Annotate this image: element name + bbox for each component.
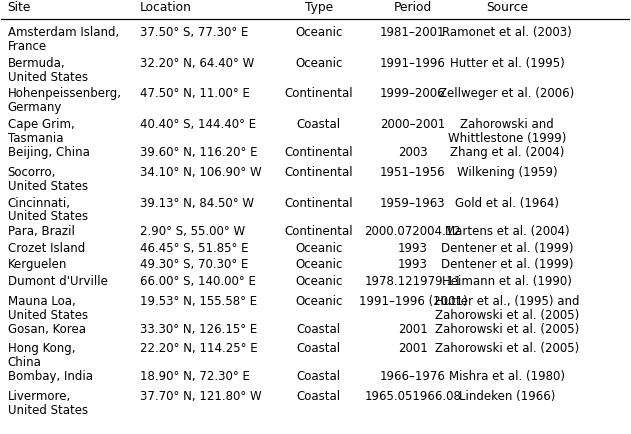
Text: Oceanic: Oceanic	[295, 56, 343, 69]
Text: United States: United States	[8, 309, 88, 322]
Text: United States: United States	[8, 210, 88, 224]
Text: Coastal: Coastal	[297, 342, 341, 355]
Text: Crozet Island: Crozet Island	[8, 242, 85, 255]
Text: United States: United States	[8, 180, 88, 193]
Text: Livermore,: Livermore,	[8, 390, 71, 403]
Text: Hutter et al., (1995) and: Hutter et al., (1995) and	[435, 295, 579, 308]
Text: Hong Kong,: Hong Kong,	[8, 342, 75, 355]
Text: Zahorowski and: Zahorowski and	[460, 118, 554, 131]
Text: Gold et al. (1964): Gold et al. (1964)	[455, 197, 559, 210]
Text: Oceanic: Oceanic	[295, 275, 343, 288]
Text: 1966–1976: 1966–1976	[380, 371, 446, 384]
Text: Zhang et al. (2004): Zhang et al. (2004)	[450, 146, 564, 159]
Text: Hohenpeissenberg,: Hohenpeissenberg,	[8, 87, 122, 100]
Text: Hutter et al. (1995): Hutter et al. (1995)	[450, 56, 565, 69]
Text: Mauna Loa,: Mauna Loa,	[8, 295, 76, 308]
Text: 1981–2001: 1981–2001	[380, 26, 445, 39]
Text: 37.50° S, 77.30° E: 37.50° S, 77.30° E	[139, 26, 248, 39]
Text: Continental: Continental	[285, 225, 353, 238]
Text: 32.20° N, 64.40° W: 32.20° N, 64.40° W	[139, 56, 254, 69]
Text: 2003: 2003	[398, 146, 428, 159]
Text: Para, Brazil: Para, Brazil	[8, 225, 74, 238]
Text: 19.53° N, 155.58° E: 19.53° N, 155.58° E	[139, 295, 257, 308]
Text: Bermuda,: Bermuda,	[8, 56, 65, 69]
Text: Bombay, India: Bombay, India	[8, 371, 93, 384]
Text: Zahorowski et al. (2005): Zahorowski et al. (2005)	[435, 323, 579, 336]
Text: 37.70° N, 121.80° W: 37.70° N, 121.80° W	[139, 390, 261, 403]
Text: 39.60° N, 116.20° E: 39.60° N, 116.20° E	[139, 146, 257, 159]
Text: Zellweger et al. (2006): Zellweger et al. (2006)	[439, 87, 575, 100]
Text: 1991–1996 (2001): 1991–1996 (2001)	[358, 295, 467, 308]
Text: Beijing, China: Beijing, China	[8, 146, 90, 159]
Text: Mishra et al. (1980): Mishra et al. (1980)	[449, 371, 565, 384]
Text: 1959–1963: 1959–1963	[380, 197, 445, 210]
Text: Coastal: Coastal	[297, 371, 341, 384]
Text: 1991–1996: 1991–1996	[380, 56, 446, 69]
Text: 1965.051966.08: 1965.051966.08	[365, 390, 461, 403]
Text: Zahorowski et al. (2005): Zahorowski et al. (2005)	[435, 309, 579, 322]
Text: Whittlestone (1999): Whittlestone (1999)	[448, 132, 566, 145]
Text: Location: Location	[139, 0, 191, 13]
Text: 66.00° S, 140.00° E: 66.00° S, 140.00° E	[139, 275, 256, 288]
Text: Heimann et al. (1990): Heimann et al. (1990)	[442, 275, 572, 288]
Text: 33.30° N, 126.15° E: 33.30° N, 126.15° E	[139, 323, 257, 336]
Text: 1993: 1993	[398, 242, 428, 255]
Text: Oceanic: Oceanic	[295, 258, 343, 271]
Text: Amsterdam Island,: Amsterdam Island,	[8, 26, 119, 39]
Text: United States: United States	[8, 71, 88, 84]
Text: 2001: 2001	[398, 342, 428, 355]
Text: Coastal: Coastal	[297, 323, 341, 336]
Text: France: France	[8, 40, 47, 53]
Text: Continental: Continental	[285, 166, 353, 179]
Text: Continental: Continental	[285, 146, 353, 159]
Text: Coastal: Coastal	[297, 118, 341, 131]
Text: 34.10° N, 106.90° W: 34.10° N, 106.90° W	[139, 166, 261, 179]
Text: 1993: 1993	[398, 258, 428, 271]
Text: Cape Grim,: Cape Grim,	[8, 118, 74, 131]
Text: Dumont d'Urville: Dumont d'Urville	[8, 275, 107, 288]
Text: Tasmania: Tasmania	[8, 132, 63, 145]
Text: 22.20° N, 114.25° E: 22.20° N, 114.25° E	[139, 342, 257, 355]
Text: Gosan, Korea: Gosan, Korea	[8, 323, 86, 336]
Text: 39.13° N, 84.50° W: 39.13° N, 84.50° W	[139, 197, 254, 210]
Text: Martens et al. (2004): Martens et al. (2004)	[445, 225, 569, 238]
Text: 2000.072004.12: 2000.072004.12	[365, 225, 461, 238]
Text: Site: Site	[8, 0, 31, 13]
Text: Cincinnati,: Cincinnati,	[8, 197, 71, 210]
Text: Ramonet et al. (2003): Ramonet et al. (2003)	[442, 26, 572, 39]
Text: 1951–1956: 1951–1956	[380, 166, 445, 179]
Text: 2001: 2001	[398, 323, 428, 336]
Text: 2.90° S, 55.00° W: 2.90° S, 55.00° W	[139, 225, 245, 238]
Text: China: China	[8, 356, 42, 369]
Text: Dentener et al. (1999): Dentener et al. (1999)	[441, 242, 574, 255]
Text: Lindeken (1966): Lindeken (1966)	[459, 390, 555, 403]
Text: Oceanic: Oceanic	[295, 26, 343, 39]
Text: Type: Type	[305, 0, 333, 13]
Text: United States: United States	[8, 404, 88, 417]
Text: Zahorowski et al. (2005): Zahorowski et al. (2005)	[435, 342, 579, 355]
Text: Wilkening (1959): Wilkening (1959)	[457, 166, 557, 179]
Text: Socorro,: Socorro,	[8, 166, 56, 179]
Text: 47.50° N, 11.00° E: 47.50° N, 11.00° E	[139, 87, 249, 100]
Text: 40.40° S, 144.40° E: 40.40° S, 144.40° E	[139, 118, 256, 131]
Text: Kerguelen: Kerguelen	[8, 258, 67, 271]
Text: Continental: Continental	[285, 87, 353, 100]
Text: Germany: Germany	[8, 101, 62, 114]
Text: Continental: Continental	[285, 197, 353, 210]
Text: Period: Period	[394, 0, 432, 13]
Text: 49.30° S, 70.30° E: 49.30° S, 70.30° E	[139, 258, 248, 271]
Text: 2000–2001: 2000–2001	[380, 118, 445, 131]
Text: 46.45° S, 51.85° E: 46.45° S, 51.85° E	[139, 242, 248, 255]
Text: 18.90° N, 72.30° E: 18.90° N, 72.30° E	[139, 371, 249, 384]
Text: Oceanic: Oceanic	[295, 242, 343, 255]
Text: Dentener et al. (1999): Dentener et al. (1999)	[441, 258, 574, 271]
Text: 1978.121979.11: 1978.121979.11	[364, 275, 461, 288]
Text: Coastal: Coastal	[297, 390, 341, 403]
Text: Oceanic: Oceanic	[295, 295, 343, 308]
Text: Source: Source	[486, 0, 528, 13]
Text: 1999–2006: 1999–2006	[380, 87, 445, 100]
